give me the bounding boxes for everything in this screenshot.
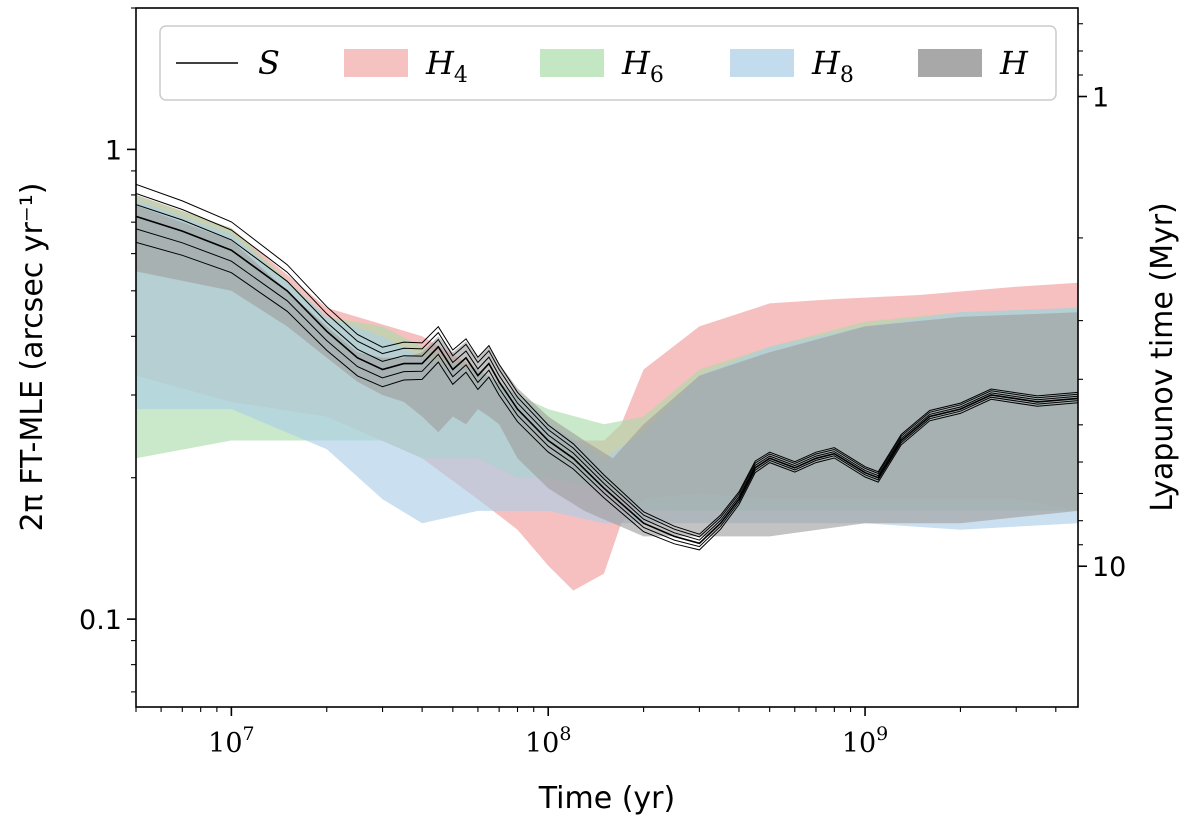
y-right-axis-title: Lyapunov time (Myr) bbox=[1145, 202, 1180, 512]
band-h bbox=[136, 205, 1078, 537]
legend-box bbox=[159, 25, 1057, 101]
y-right-axis-ticks: 1 10 bbox=[1078, 23, 1126, 583]
y-tick-label: 1 bbox=[105, 135, 122, 166]
series-line-s-1 bbox=[136, 204, 1078, 541]
y-axis-title: 2π FT-MLE (arcsec yr⁻¹) bbox=[15, 183, 50, 532]
legend-swatch-band bbox=[344, 49, 408, 77]
series-line-s-2 bbox=[136, 228, 1078, 548]
x-tick-label: 108 bbox=[525, 723, 571, 759]
series-line-s-3 bbox=[136, 193, 1078, 538]
y-right-tick-label: 10 bbox=[1092, 552, 1126, 583]
legend-label: H4 bbox=[425, 44, 468, 88]
legend-swatch-band bbox=[918, 49, 982, 77]
legend-label: H bbox=[999, 44, 1029, 82]
legend-label: H8 bbox=[811, 44, 854, 88]
legend-label: H6 bbox=[621, 44, 664, 88]
y-axis-ticks: 0.11 bbox=[79, 7, 136, 693]
uncertainty-bands bbox=[136, 194, 1078, 591]
legend-label: S bbox=[258, 44, 280, 82]
series-line-s-4 bbox=[136, 241, 1078, 551]
series-line-s-5 bbox=[136, 183, 1078, 535]
x-tick-label: 107 bbox=[208, 723, 254, 759]
x-tick-label: 109 bbox=[842, 723, 888, 759]
y-right-tick-label: 1 bbox=[1092, 83, 1109, 114]
y-tick-label: 0.1 bbox=[79, 605, 122, 636]
x-axis-title: Time (yr) bbox=[538, 781, 675, 816]
legend-swatch-band bbox=[540, 49, 604, 77]
x-axis-ticks: 107 108 109 bbox=[135, 707, 1057, 759]
trajectory-lines bbox=[136, 183, 1078, 551]
series-line-s-0 bbox=[136, 215, 1078, 545]
legend-swatch-band bbox=[730, 49, 794, 77]
legend: S H4 H6 H8 H bbox=[159, 25, 1057, 101]
plot-frame bbox=[135, 7, 1079, 708]
